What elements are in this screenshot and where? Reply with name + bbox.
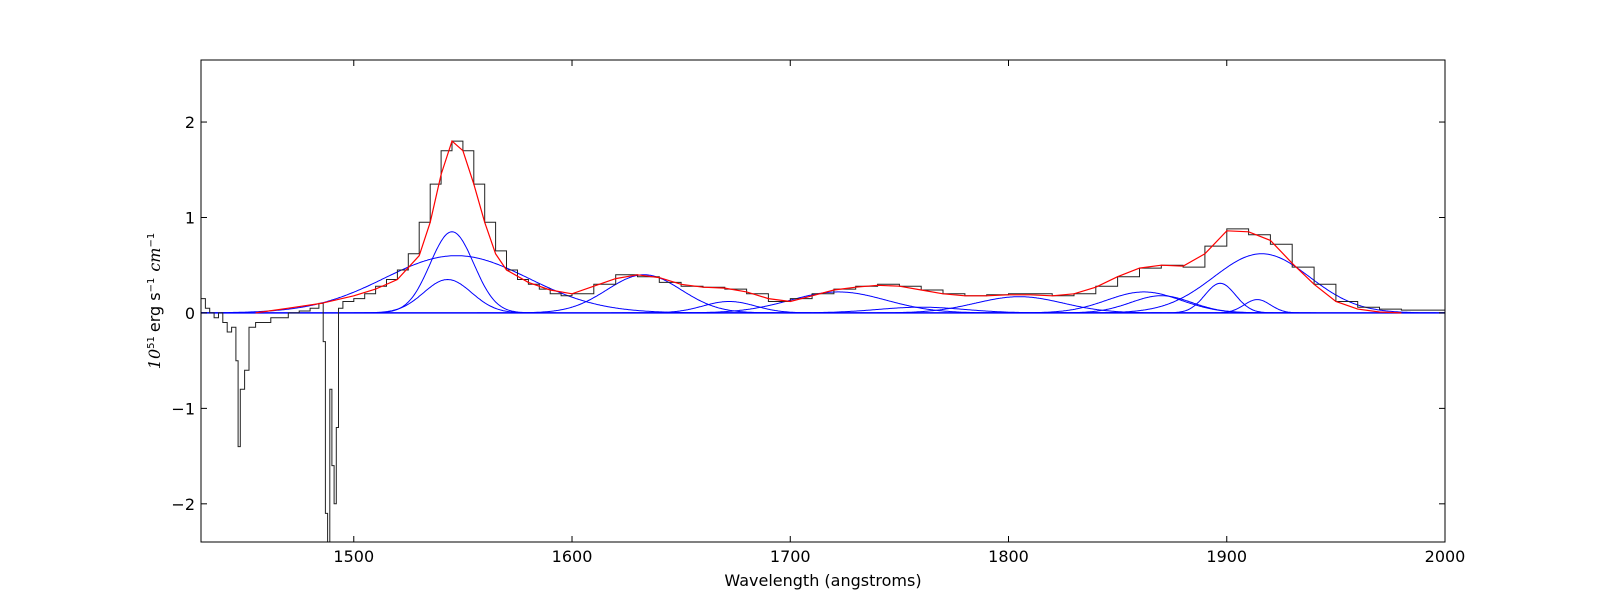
y-tick-label: 1	[185, 208, 195, 227]
data-layer	[201, 140, 1445, 542]
x-tick-label: 1900	[1206, 547, 1247, 566]
x-tick-label: 1600	[552, 547, 593, 566]
x-tick-label: 1500	[333, 547, 374, 566]
x-axis-label: Wavelength (angstroms)	[724, 571, 921, 590]
y-axis-label-unit-exp: −1	[146, 278, 157, 293]
y-axis-label-math: cm	[145, 248, 164, 272]
total-fit-line	[255, 140, 1402, 314]
x-tick-label: 1800	[988, 547, 1029, 566]
y-axis-label-power: 10	[145, 349, 164, 369]
y-axis-label-unit: erg s	[145, 292, 164, 332]
y-axis-label-power-exp: 51	[146, 336, 157, 349]
spectrum-line	[201, 140, 1445, 542]
y-axis-label-math-exp: −1	[146, 233, 157, 248]
plot-frame	[200, 59, 1446, 543]
y-tick-label: −2	[171, 495, 195, 514]
y-tick-label: −1	[171, 399, 195, 418]
x-tick-label: 1700	[770, 547, 811, 566]
y-axis-label: 1051erg s−1cm−1	[145, 233, 164, 369]
y-tick-label: 0	[185, 304, 195, 323]
plot-area	[201, 60, 1445, 542]
tick-layer: 1500 1600 1700 1800 1900 2000 2 1 0 −1 −2	[171, 60, 1465, 566]
y-tick-label: 2	[185, 113, 195, 132]
x-tick-label: 2000	[1425, 547, 1466, 566]
